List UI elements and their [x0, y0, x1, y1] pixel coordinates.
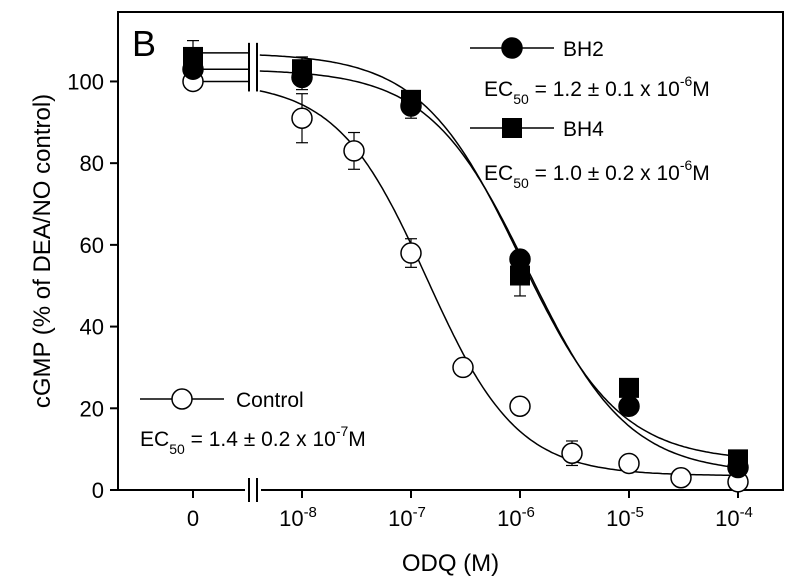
bh2-point: [618, 395, 640, 417]
x-axis-label: ODQ (M): [402, 550, 499, 577]
legend-marker-bh2: [501, 37, 523, 59]
axis-break-mask: [245, 486, 261, 494]
legend-marker-bh4: [502, 118, 522, 138]
control-point: [343, 140, 365, 162]
y-tick-label: 80: [80, 151, 104, 176]
control-point: [291, 107, 313, 129]
y-axis-label: cGMP (% of DEA/NO control): [29, 94, 56, 408]
control-point: [452, 356, 474, 379]
x-tick-label: 10-4: [715, 504, 753, 531]
control-point: [509, 395, 531, 417]
control-point: [561, 442, 583, 464]
y-tick-label: 100: [67, 69, 104, 94]
control-point: [618, 452, 640, 475]
fit-curve-bh2: [259, 70, 739, 469]
axes: 0 20 40 60 80 100 0 10-8 10-7 10-6 10-5 10-4 ODQ (M)…: [29, 11, 784, 577]
y-tick-label: 60: [80, 233, 104, 258]
bh2-point: [509, 248, 531, 270]
x-tick-label: 10-5: [606, 504, 644, 531]
data-points: [182, 39, 749, 493]
bh2-point: [727, 456, 749, 479]
control-point: [400, 242, 422, 264]
x-tick-label: 10-7: [388, 504, 426, 531]
bh4-point: [510, 265, 530, 286]
legend-label-control: Control: [236, 389, 304, 412]
y-tick-label: 20: [80, 396, 104, 421]
y-tick-label: 40: [80, 315, 104, 340]
fit-curve-bh4: [259, 54, 739, 458]
y-tick-label: 0: [92, 478, 104, 503]
ec50-text-control: EC50 = 1.4 ± 0.2 x 10-7M: [140, 423, 366, 457]
legend-label-bh4: BH4: [563, 118, 604, 141]
control-point: [670, 466, 692, 489]
bh2-point: [182, 58, 204, 80]
x-tick-label: 10-8: [279, 504, 317, 531]
x-tick-label: 0: [187, 506, 199, 531]
ec50-text-bh4: EC50 = 1.0 ± 0.2 x 10-6M: [484, 157, 710, 191]
bh4-point: [619, 377, 639, 398]
panel-label: B: [132, 23, 156, 64]
x-tick-label: 10-6: [497, 504, 535, 531]
legend-marker-control: [171, 388, 193, 410]
plot-frame: [117, 11, 784, 491]
legend: BH2 EC50 = 1.2 ± 0.1 x 10-6M BH4 EC50 = 1.0…: [140, 37, 710, 457]
legend-label-bh2: BH2: [563, 38, 604, 61]
fit-curve-control: [259, 90, 738, 477]
bh2-point: [291, 66, 313, 89]
bh2-point: [400, 95, 422, 117]
ec50-text-bh2: EC50 = 1.2 ± 0.1 x 10-6M: [484, 73, 710, 107]
